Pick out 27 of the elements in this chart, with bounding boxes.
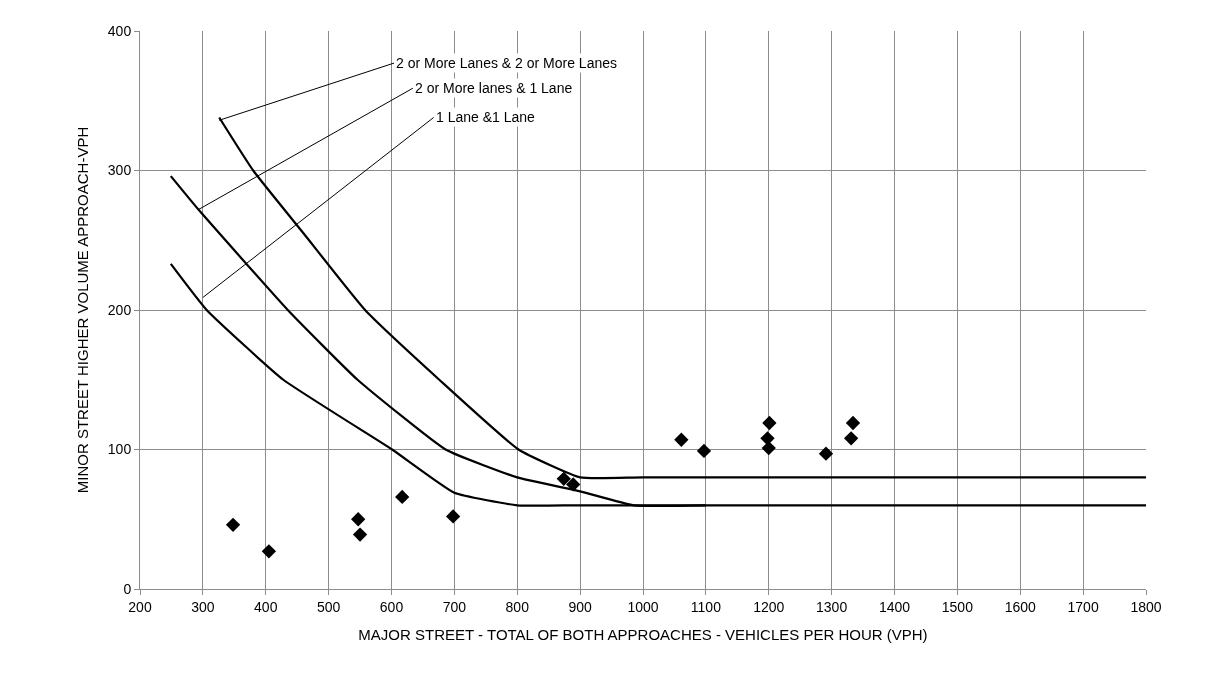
y-tick-label: 400 xyxy=(107,22,132,39)
y-axis-title: MINOR STREET HIGHER VOLUME APPROACH-VPH xyxy=(74,126,92,494)
x-axis-title: MAJOR STREET - TOTAL OF BOTH APPROACHES - VEHICLES PER HOUR (VPH) xyxy=(358,625,928,643)
x-tick-label: 200 xyxy=(128,598,152,615)
x-tick-label: 400 xyxy=(254,598,278,615)
x-tick-label: 300 xyxy=(191,598,215,615)
x-tick-label: 1100 xyxy=(690,598,722,615)
y-tick-label: 300 xyxy=(107,162,132,179)
x-tick-label: 1600 xyxy=(1004,598,1037,615)
x-tick-label: 1200 xyxy=(753,598,785,615)
x-tick-label: 1400 xyxy=(878,598,911,615)
x-tick-label: 1000 xyxy=(627,598,659,615)
y-tick-label: 100 xyxy=(107,441,132,458)
annotation: 2 or More lanes & 1 Lane xyxy=(415,80,573,96)
y-tick-label: 200 xyxy=(107,301,132,318)
x-tick-label: 1500 xyxy=(941,598,974,615)
x-tick-label: 800 xyxy=(505,598,530,615)
annotation: 2 or More Lanes & 2 or More Lanes xyxy=(396,55,618,71)
x-tick-label: 1700 xyxy=(1067,598,1099,615)
x-tick-label: 700 xyxy=(442,598,467,615)
annotation: 1 Lane &1 Lane xyxy=(436,109,536,125)
x-tick-label: 500 xyxy=(316,598,341,615)
y-tick-label: 0 xyxy=(123,580,132,597)
x-tick-label: 900 xyxy=(568,598,593,615)
x-tick-label: 600 xyxy=(379,598,404,615)
x-tick-label: 1300 xyxy=(816,598,848,615)
x-tick-label: 1800 xyxy=(1130,598,1162,615)
